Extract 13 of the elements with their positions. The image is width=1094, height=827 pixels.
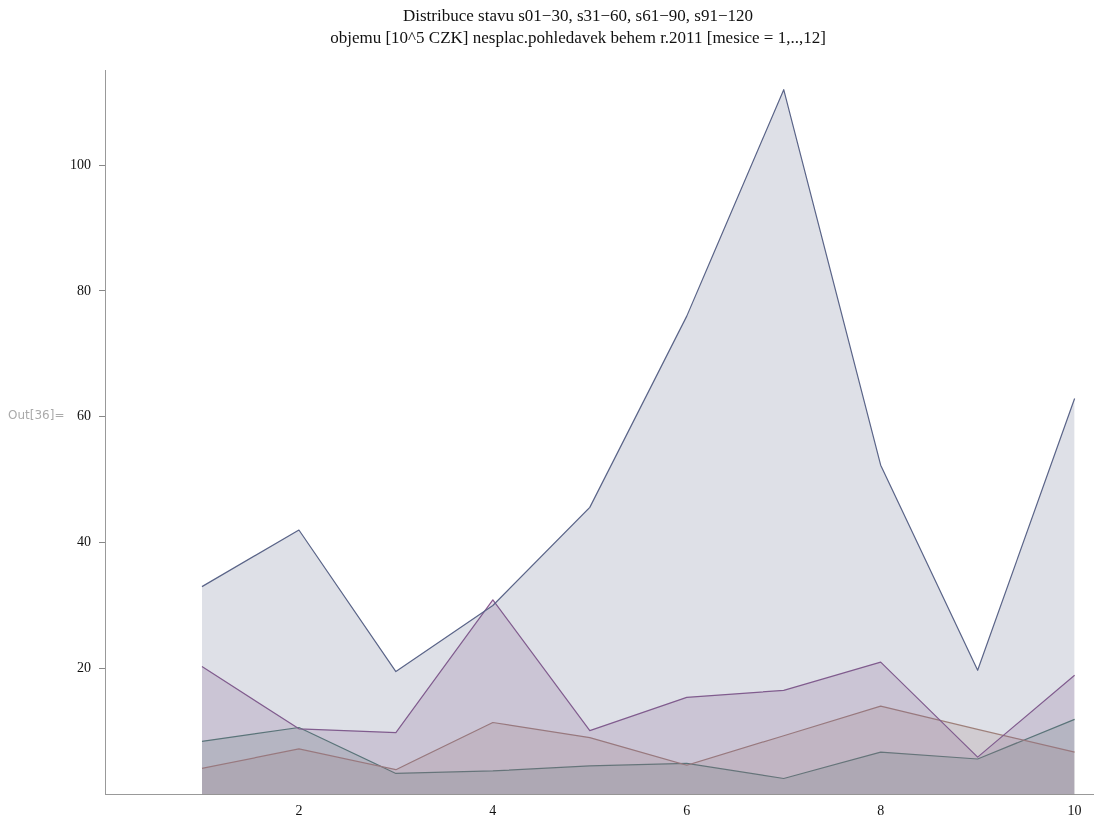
y-tick-label: 40 <box>77 534 91 550</box>
y-tick-label: 80 <box>77 282 91 298</box>
x-tick-label: 2 <box>295 803 303 819</box>
y-tick-label: 100 <box>70 156 91 172</box>
chart-subtitle: objemu [10^5 CZK] nesplac.pohledavek behem r.2011 [mesice = 1,..,12] <box>330 28 826 48</box>
y-tick-label: 20 <box>77 660 91 676</box>
chart-title: Distribuce stavu s01−30, s31−60, s61−90, s91−120 <box>402 5 754 25</box>
x-tick-label: 10 <box>1067 803 1082 819</box>
x-tick-label: 4 <box>489 803 497 819</box>
text: Out[36]= <box>8 408 65 422</box>
x-tick-label: 8 <box>877 803 885 819</box>
x-tick-label: 6 <box>683 803 691 819</box>
y-tick-label: 60 <box>77 408 91 424</box>
